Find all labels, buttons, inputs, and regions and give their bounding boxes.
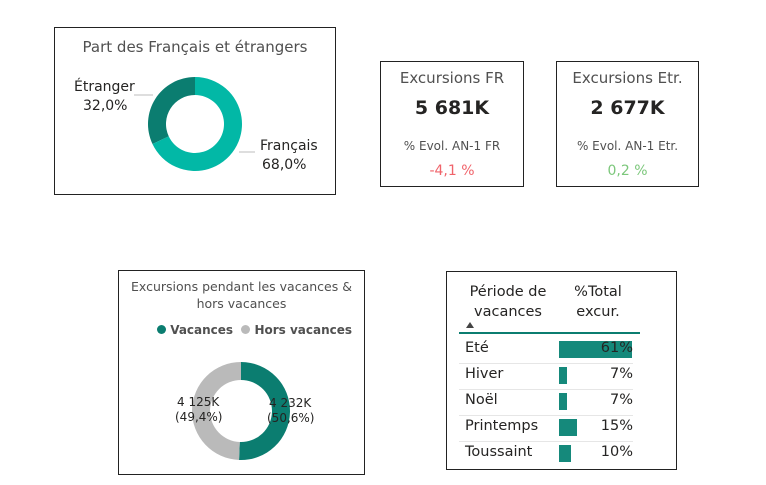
sort-ascending-icon[interactable] (466, 322, 474, 328)
nationality-donut-title: Part des Français et étrangers (82, 38, 308, 56)
data-bar (559, 393, 568, 410)
label-hors-vacances-value: 4 125K (177, 395, 220, 409)
kpi-card-etr: Excursions Etr. 2 677K % Evol. AN-1 Etr.… (556, 61, 699, 187)
table-row[interactable]: Printemps 15% (447, 415, 676, 441)
row-label: Noël (465, 392, 498, 408)
vacation-period-table: Période de vacances %Total excur. Eté 61%… (446, 271, 677, 470)
column-header-periode-line2: vacances (474, 304, 542, 320)
legend-dot-hors-vacances-icon (241, 325, 251, 334)
vacation-donut-legend: Vacances Hors vacances (157, 323, 352, 337)
kpi-etr-evol-label: % Evol. AN-1 Etr. (576, 139, 679, 153)
kpi-fr-evol-label: % Evol. AN-1 FR (403, 139, 501, 153)
row-label: Eté (465, 340, 489, 356)
vacation-donut-title: Excursions pendant les vacances & hors v… (119, 278, 364, 312)
row-value: 7% (609, 392, 633, 408)
label-etranger-pct: 32,0% (83, 98, 128, 114)
label-etranger-name: Étranger (74, 79, 135, 95)
column-header-total[interactable]: %Total excur. (562, 282, 634, 322)
label-vacances-pct: (50,6%) (267, 411, 315, 425)
row-separator (459, 415, 633, 416)
column-header-total-line1: %Total (574, 284, 622, 300)
vacation-donut-title-line2: hors vacances (196, 296, 287, 311)
row-value: 7% (609, 366, 633, 382)
kpi-fr-value: 5 681K (414, 97, 490, 119)
data-bar (559, 419, 577, 436)
nationality-donut-chart (134, 77, 255, 172)
row-label: Hiver (465, 366, 504, 382)
row-label: Printemps (465, 418, 539, 434)
kpi-fr-title: Excursions FR (399, 69, 505, 87)
label-hors-vacances-pct: (49,4%) (175, 410, 223, 424)
table-row[interactable]: Noël 7% (447, 389, 676, 415)
kpi-fr-evol-value: -4,1 % (429, 163, 475, 179)
donut-slice-etranger[interactable] (148, 77, 195, 145)
column-header-periode-line1: Période de (469, 284, 547, 300)
legend-label-hors-vacances: Hors vacances (254, 323, 353, 337)
label-francais-pct: 68,0% (262, 157, 307, 173)
row-separator (459, 441, 633, 442)
label-francais-name: Français (260, 138, 318, 154)
donut-slice-vacances[interactable] (239, 362, 290, 460)
data-bar (559, 341, 632, 358)
vacation-donut-card: Excursions pendant les vacances & hors v… (118, 270, 365, 475)
kpi-etr-evol-value: 0,2 % (607, 163, 648, 179)
row-value: 61% (600, 340, 633, 356)
nationality-donut-card: Part des Français et étrangers Étranger … (54, 27, 336, 195)
legend-dot-vacances-icon (157, 325, 166, 334)
data-bar (559, 445, 571, 462)
table-row[interactable]: Toussaint 10% (447, 441, 676, 467)
vacation-donut-chart (191, 362, 290, 460)
data-bar (559, 367, 568, 384)
donut-slice-hors-vacances[interactable] (191, 362, 241, 460)
column-header-periode[interactable]: Période de vacances (460, 282, 556, 322)
column-header-total-line2: excur. (576, 304, 620, 320)
table-row[interactable]: Hiver 7% (447, 363, 676, 389)
table-header-underline (459, 332, 640, 334)
kpi-etr-value: 2 677K (590, 97, 665, 119)
row-separator (459, 363, 633, 364)
vacation-donut-title-line1: Excursions pendant les vacances & (131, 279, 352, 294)
legend-label-vacances: Vacances (170, 323, 234, 337)
kpi-card-fr: Excursions FR 5 681K % Evol. AN-1 FR -4,… (380, 61, 524, 187)
row-value: 10% (600, 444, 633, 460)
row-value: 15% (600, 418, 633, 434)
row-label: Toussaint (465, 444, 533, 460)
kpi-etr-title: Excursions Etr. (572, 69, 683, 87)
row-separator (459, 389, 633, 390)
label-vacances-value: 4 232K (269, 396, 312, 410)
donut-slice-francais[interactable] (152, 77, 242, 172)
table-row[interactable]: Eté 61% (447, 337, 676, 363)
